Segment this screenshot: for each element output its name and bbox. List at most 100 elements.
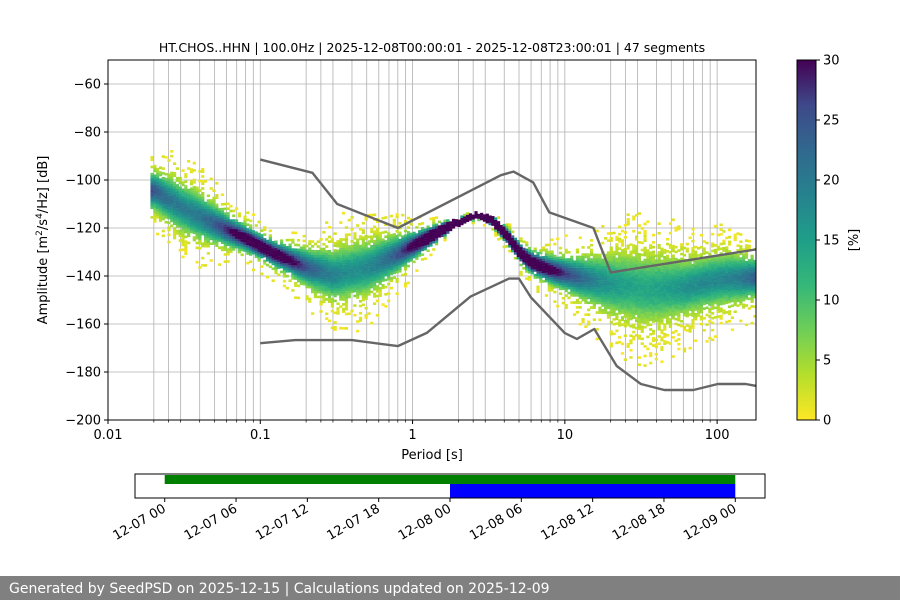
psd-cell (277, 263, 281, 267)
psd-cell (403, 236, 408, 240)
psd-cell (195, 217, 199, 221)
psd-cell (747, 266, 751, 269)
psd-cell (601, 258, 605, 262)
psd-cell (564, 294, 568, 297)
psd-cell (643, 318, 647, 322)
psd-cell (705, 272, 709, 276)
psd-cell (688, 286, 692, 290)
psd-cell (161, 208, 165, 211)
psd-cell (722, 230, 726, 233)
psd-cell (542, 263, 546, 266)
psd-cell (719, 242, 723, 246)
psd-cell (311, 271, 315, 275)
psd-cell (178, 179, 182, 182)
psd-cell (496, 221, 501, 224)
psd-cell (189, 204, 194, 207)
psd-cell (415, 245, 419, 248)
psd-cell (322, 250, 326, 253)
psd-cell (629, 288, 633, 292)
psd-cell (578, 262, 582, 266)
psd-cell (558, 275, 563, 279)
psd-cell (606, 284, 611, 288)
psd-cell (384, 285, 388, 289)
psd-cell (699, 301, 704, 304)
psd-cell (344, 243, 349, 246)
psd-cell (663, 313, 667, 317)
psd-cell (711, 295, 715, 298)
psd-cell (367, 259, 371, 263)
psd-cell (344, 298, 349, 301)
psd-cell (181, 222, 185, 225)
psd-cell (308, 266, 312, 270)
psd-cell (161, 167, 165, 170)
psd-cell (153, 191, 157, 194)
psd-cell (719, 317, 723, 320)
psd-cell (626, 244, 630, 248)
psd-cell (229, 233, 233, 237)
psd-cell (265, 249, 270, 252)
psd-cell (364, 254, 368, 257)
psd-cell (280, 265, 284, 269)
psd-cell (513, 256, 518, 260)
psd-cell (536, 259, 540, 262)
psd-cell (358, 261, 363, 265)
psd-cell (663, 332, 667, 336)
psd-cell (251, 239, 256, 243)
psd-cell (361, 245, 365, 249)
psd-cell (615, 259, 619, 263)
psd-cell (243, 249, 247, 252)
psd-cell (677, 268, 681, 272)
psd-cell (226, 219, 230, 222)
psd-cell (663, 342, 667, 346)
psd-cell (609, 296, 613, 300)
psd-cell (342, 283, 346, 287)
psd-cell (677, 316, 681, 320)
psd-cell (468, 215, 472, 219)
psd-cell (635, 333, 639, 337)
psd-cell (688, 308, 692, 312)
psd-cell (220, 207, 225, 211)
psd-cell (403, 265, 408, 269)
colorbar-tick-label: 5 (823, 354, 831, 369)
psd-cell (716, 279, 720, 282)
psd-cell (601, 299, 605, 302)
psd-cell (189, 182, 194, 186)
psd-cell (423, 247, 427, 251)
psd-cell (702, 288, 706, 291)
psd-cell (192, 205, 196, 208)
psd-cell (342, 288, 346, 292)
psd-cell (336, 242, 340, 246)
psd-cell (620, 265, 625, 269)
psd-cell (251, 242, 256, 245)
psd-cell (657, 255, 661, 259)
psd-cell (671, 355, 675, 358)
psd-cell (651, 301, 656, 304)
psd-cell (195, 232, 199, 235)
psd-cell (370, 290, 374, 294)
psd-cell (226, 212, 230, 215)
psd-cell (589, 279, 594, 283)
psd-cell (623, 262, 627, 266)
psd-cell (406, 257, 411, 261)
psd-cell (663, 296, 667, 300)
psd-cell (629, 308, 633, 311)
psd-cell (282, 270, 287, 273)
psd-cell (434, 242, 439, 246)
psd-cell (587, 265, 591, 268)
psd-cell (280, 249, 284, 252)
psd-cell (268, 243, 272, 247)
psd-cell (263, 245, 267, 248)
psd-cell (525, 270, 529, 273)
psd-cell (344, 250, 349, 253)
psd-cell (387, 244, 391, 247)
psd-cell (412, 243, 416, 247)
psd-cell (567, 272, 571, 276)
psd-cell (364, 234, 368, 238)
psd-cell (172, 215, 177, 218)
psd-cell (395, 246, 399, 250)
psd-cell (432, 228, 436, 232)
psd-cell (713, 282, 718, 286)
psd-cell (161, 181, 165, 185)
psd-cell (384, 247, 388, 251)
psd-cell (575, 294, 580, 297)
